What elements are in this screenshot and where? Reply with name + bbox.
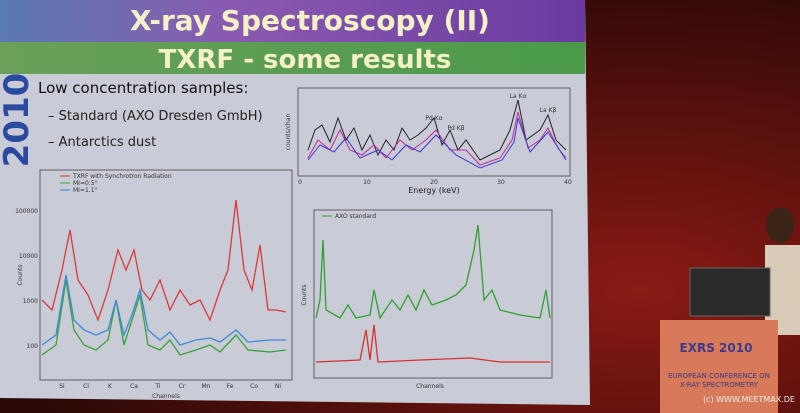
header-band xyxy=(0,0,585,42)
speaker-head xyxy=(766,207,794,243)
x-label: Channels xyxy=(152,393,180,400)
y-tick-label: 1000 xyxy=(23,298,38,305)
y-label: counts/chan xyxy=(285,113,292,150)
x-label: Energy (keV) xyxy=(408,186,460,195)
year: 2010 xyxy=(0,73,37,168)
spectrum xyxy=(307,111,567,166)
monitor xyxy=(689,267,771,317)
legend-label: TXRF with Synchrotron Radiation xyxy=(72,173,172,180)
podium-logo: EXRS 2010 xyxy=(680,341,753,355)
slide-title: X-ray Spectroscopy (II) xyxy=(130,4,490,37)
legend-label: MI=1.1° xyxy=(73,187,98,194)
bullet: – Antarctics dust xyxy=(48,135,156,150)
legend-label: MI=0.5° xyxy=(73,180,98,187)
spectrum xyxy=(315,324,550,363)
x-tick-label: Ti xyxy=(154,383,160,390)
x-tick-label: 0 xyxy=(298,179,302,186)
peak-label: La Kα xyxy=(510,93,527,100)
slide-subtitle: TXRF - some results xyxy=(159,45,452,75)
spectrum xyxy=(41,199,287,322)
x-tick-label: Cl xyxy=(83,383,89,390)
plot-frame xyxy=(39,169,293,381)
x-tick-label: Fe xyxy=(227,383,234,390)
spectrum xyxy=(307,99,567,161)
top-chart: counts/chan 0 10 20 30 40 Energy (keV) L… xyxy=(285,87,572,195)
legend-label: AXO standard xyxy=(335,213,376,220)
spectrum xyxy=(307,117,567,169)
y-tick-label: 100 xyxy=(27,343,39,350)
heading: Low concentration samples: xyxy=(38,79,248,97)
podium xyxy=(660,320,778,413)
spectrum xyxy=(315,224,551,320)
x-tick-label: Cr xyxy=(179,383,186,390)
x-tick-label: Mn xyxy=(202,383,211,390)
x-tick-label: 20 xyxy=(430,179,438,186)
x-tick-label: Co xyxy=(250,383,258,390)
spectrum xyxy=(41,279,287,356)
spectrum xyxy=(41,274,286,346)
plot-frame xyxy=(297,87,571,177)
x-tick-label: Ca xyxy=(130,383,138,390)
y-tick-label: 10000 xyxy=(19,253,38,260)
x-label: Channels xyxy=(416,383,444,390)
x-tick-label: 10 xyxy=(363,179,371,186)
header-band xyxy=(0,42,585,74)
y-tick-label: 100000 xyxy=(15,208,38,215)
y-label: Counts xyxy=(301,285,308,306)
slide xyxy=(0,0,590,405)
x-tick-label: K xyxy=(108,383,113,390)
watermark: (c) WWW.MEETMAX.DE xyxy=(703,395,795,404)
peak-label: Pd Kβ xyxy=(447,125,464,132)
podium-text-box: EUROPEAN CONFERENCE ON X-RAY SPECTROMETR… xyxy=(668,372,770,389)
left-chart: TXRF with Synchrotron Radiation MI=0.5° … xyxy=(15,169,293,400)
right-chart: AXO standard Counts Channels xyxy=(301,209,553,390)
peak-label: Pd Kα xyxy=(425,115,442,122)
plot-frame xyxy=(313,209,553,379)
bullet: – Standard (AXO Dresden GmbH) xyxy=(48,109,263,124)
x-tick-label: 30 xyxy=(497,179,505,186)
x-tick-label: Ni xyxy=(275,383,281,390)
peak-label: La Kβ xyxy=(540,107,557,114)
x-ticks: Si Cl K Ca Ti Cr Mn Fe Co Ni xyxy=(59,383,281,390)
x-tick-label: 40 xyxy=(564,179,572,186)
x-tick-label: Si xyxy=(59,383,65,390)
y-label: Counts xyxy=(17,265,24,286)
podium-text: EUROPEAN CONFERENCE ON X-RAY SPECTROMETR… xyxy=(668,372,770,389)
